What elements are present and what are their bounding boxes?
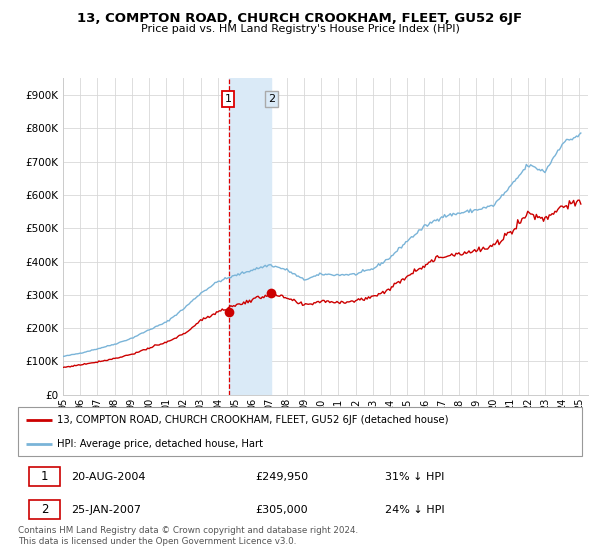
Text: £305,000: £305,000 <box>255 505 308 515</box>
Text: 25-JAN-2007: 25-JAN-2007 <box>71 505 142 515</box>
Text: 13, COMPTON ROAD, CHURCH CROOKHAM, FLEET, GU52 6JF: 13, COMPTON ROAD, CHURCH CROOKHAM, FLEET… <box>77 12 523 25</box>
Text: 1: 1 <box>41 470 49 483</box>
Text: 2: 2 <box>41 503 49 516</box>
Text: £249,950: £249,950 <box>255 472 308 482</box>
Text: 13, COMPTON ROAD, CHURCH CROOKHAM, FLEET, GU52 6JF (detached house): 13, COMPTON ROAD, CHURCH CROOKHAM, FLEET… <box>58 416 449 426</box>
Text: 1: 1 <box>224 94 232 104</box>
Text: Contains HM Land Registry data © Crown copyright and database right 2024.
This d: Contains HM Land Registry data © Crown c… <box>18 526 358 546</box>
Bar <box>29 467 60 486</box>
Bar <box>229 78 271 395</box>
Text: 2: 2 <box>268 94 275 104</box>
Bar <box>29 501 60 519</box>
Text: 24% ↓ HPI: 24% ↓ HPI <box>385 505 444 515</box>
Text: HPI: Average price, detached house, Hart: HPI: Average price, detached house, Hart <box>58 439 263 449</box>
Text: 20-AUG-2004: 20-AUG-2004 <box>71 472 146 482</box>
Text: Price paid vs. HM Land Registry's House Price Index (HPI): Price paid vs. HM Land Registry's House … <box>140 24 460 34</box>
Text: 31% ↓ HPI: 31% ↓ HPI <box>385 472 444 482</box>
